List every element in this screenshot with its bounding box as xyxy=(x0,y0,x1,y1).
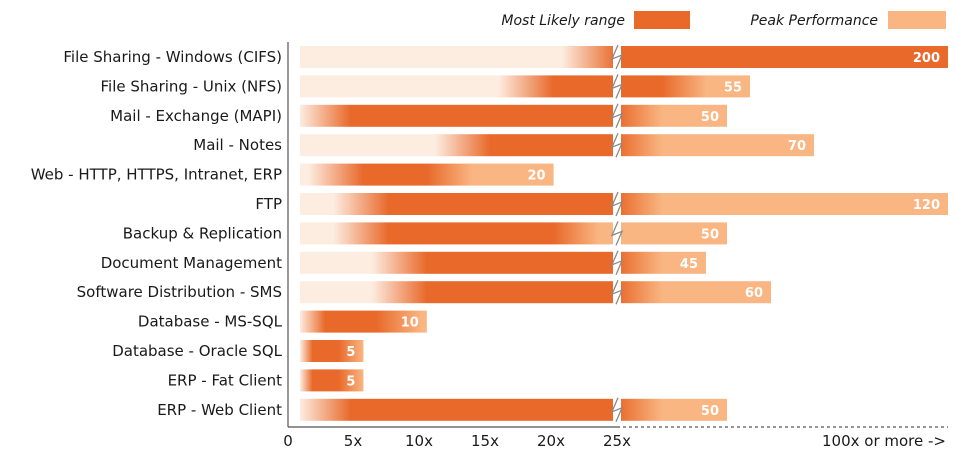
category-label: Mail - Notes xyxy=(193,136,282,154)
axis-break-mark xyxy=(610,250,624,276)
legend-swatch-peak xyxy=(888,11,946,29)
bar-value-label: 50 xyxy=(701,110,719,125)
bar-value-label: 120 xyxy=(913,198,940,213)
x-tick-label: 25x xyxy=(603,432,631,450)
bar-value-label: 55 xyxy=(724,80,742,95)
legend-label-peak: Peak Performance xyxy=(750,13,878,29)
axis-break-mark xyxy=(610,103,624,129)
category-label: Backup & Replication xyxy=(123,224,282,242)
bar-value-label: 5 xyxy=(346,374,355,389)
bar-value-label: 45 xyxy=(680,257,698,272)
axis-break-mark xyxy=(610,279,624,305)
category-label: Database - Oracle SQL xyxy=(112,342,282,360)
bar-value-label: 50 xyxy=(701,227,719,242)
bar-value-label: 10 xyxy=(401,316,419,331)
x-tick-label: 20x xyxy=(537,432,565,450)
axis-break-mark xyxy=(610,44,624,70)
category-label: ERP - Web Client xyxy=(157,401,282,419)
x-axis: 0 5x 10x 15x 20x 25x 100x or more -> xyxy=(283,42,948,450)
bar xyxy=(300,193,948,215)
bar xyxy=(300,222,727,245)
bar-value-label: 5 xyxy=(346,345,355,360)
bar xyxy=(300,340,364,362)
bar xyxy=(300,369,364,392)
category-label: FTP xyxy=(255,195,282,213)
bar xyxy=(300,46,948,68)
category-label: Software Distribution - SMS xyxy=(77,283,282,301)
category-label: File Sharing - Windows (CIFS) xyxy=(63,48,282,66)
x-tick-label: 100x or more -> xyxy=(822,432,946,450)
legend-swatch-most-likely xyxy=(634,11,690,29)
x-tick-label: 15x xyxy=(471,432,499,450)
legend-label-most-likely: Most Likely range xyxy=(501,13,625,29)
x-tick-label: 0 xyxy=(283,432,293,450)
bar-value-label: 20 xyxy=(528,169,546,184)
bar xyxy=(300,75,750,98)
category-label: File Sharing - Unix (NFS) xyxy=(100,77,282,95)
category-labels: File Sharing - Windows (CIFS) File Sharin… xyxy=(31,48,283,419)
legend: Most Likely range Peak Performance xyxy=(501,11,946,29)
bar xyxy=(300,251,706,274)
bar xyxy=(300,398,727,421)
axis-break-mark xyxy=(610,74,624,99)
category-label: Document Management xyxy=(101,254,282,272)
bar xyxy=(300,134,814,157)
category-label: Database - MS-SQL xyxy=(138,313,283,331)
bar-value-label: 60 xyxy=(745,286,763,301)
bar xyxy=(300,104,727,127)
axis-break-mark xyxy=(610,132,624,158)
category-label: Web - HTTP, HTTPS, Intranet, ERP xyxy=(31,166,282,184)
x-tick-label: 5x xyxy=(344,432,363,450)
bar-value-label: 70 xyxy=(788,139,806,154)
bar xyxy=(300,310,427,333)
bar xyxy=(300,281,771,304)
axis-break-mark xyxy=(610,397,624,423)
category-label: Mail - Exchange (MAPI) xyxy=(110,107,282,125)
axis-break-mark xyxy=(610,191,624,217)
category-label: ERP - Fat Client xyxy=(168,371,283,389)
bar xyxy=(300,163,554,186)
bar-value-label: 50 xyxy=(701,404,719,419)
bar-value-label: 200 xyxy=(913,51,940,66)
x-tick-label: 10x xyxy=(405,432,433,450)
axis-break-mark xyxy=(610,221,624,246)
